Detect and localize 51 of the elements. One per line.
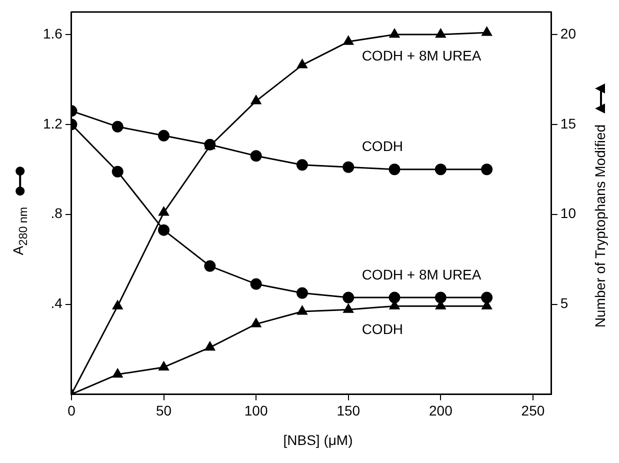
- point: [296, 287, 308, 299]
- point: [250, 95, 262, 104]
- point: [204, 260, 216, 272]
- point: [112, 368, 123, 378]
- point: [250, 278, 262, 290]
- point: [158, 130, 170, 142]
- point: [342, 161, 354, 173]
- point: [389, 28, 400, 38]
- y-tick-label: 1.2: [42, 115, 63, 132]
- point: [158, 206, 169, 216]
- y-tick-label: .4: [50, 295, 63, 312]
- point: [158, 361, 169, 370]
- y-tick-label: .8: [50, 205, 63, 222]
- x-tick-label: 0: [68, 402, 76, 418]
- y-tick-label: 1.6: [42, 25, 63, 42]
- point: [250, 318, 262, 328]
- y2-axis-title: Number of Tryptophans Modified: [592, 124, 608, 328]
- point: [436, 28, 446, 38]
- point: [204, 342, 215, 351]
- point: [158, 224, 170, 236]
- y2-tick-label: 15: [560, 115, 576, 132]
- x-tick-label: 50: [156, 402, 172, 418]
- point: [481, 164, 493, 176]
- point: [112, 300, 123, 310]
- x-tick-label: 150: [336, 402, 360, 418]
- series-label: CODH: [362, 320, 404, 337]
- x-axis-title: [NBS] (μM): [283, 432, 353, 448]
- point: [388, 164, 400, 176]
- point: [297, 306, 308, 315]
- point: [482, 26, 492, 36]
- x-tick-label: 100: [244, 402, 268, 418]
- y2-tick-label: 20: [560, 25, 576, 42]
- y2-tick-label: 10: [560, 205, 576, 222]
- series-label: CODH + 8M UREA: [362, 266, 482, 282]
- point: [388, 292, 400, 304]
- x-tick-label: 250: [521, 402, 545, 418]
- series-label: CODH: [362, 138, 404, 154]
- series-label: CODH + 8M UREA: [362, 48, 482, 64]
- point: [343, 304, 354, 313]
- x-tick-label: 200: [428, 402, 453, 418]
- point: [434, 292, 446, 304]
- point: [434, 164, 446, 176]
- point: [112, 120, 124, 132]
- point: [343, 36, 354, 45]
- point: [296, 159, 308, 171]
- point: [297, 59, 308, 68]
- point: [250, 150, 262, 162]
- y2-tick-label: 5: [560, 295, 568, 312]
- point: [481, 292, 493, 304]
- point: [342, 292, 354, 304]
- point: [112, 166, 124, 178]
